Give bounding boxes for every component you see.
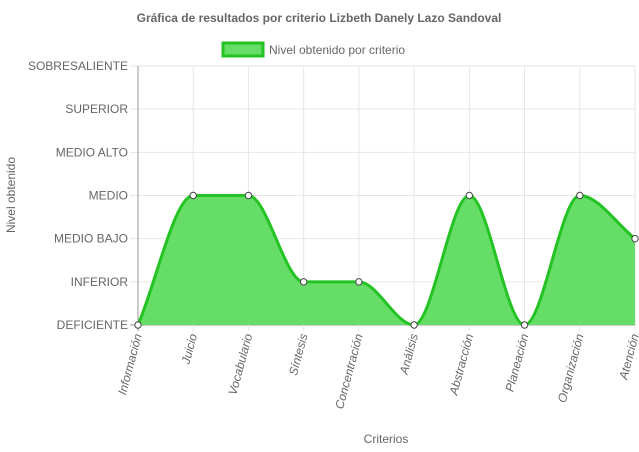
x-tick-label: Análisis — [397, 332, 421, 377]
data-point[interactable] — [631, 234, 639, 243]
data-point[interactable] — [299, 278, 308, 286]
data-point[interactable] — [465, 191, 474, 200]
data-point[interactable] — [189, 191, 197, 200]
x-tick-label: Atención — [616, 332, 639, 382]
x-tick-label: Síntesis — [286, 332, 311, 377]
legend[interactable]: Nivel obtenido por criterio — [221, 41, 405, 58]
y-tick-label: MEDIO ALTO — [56, 145, 128, 159]
data-point[interactable] — [410, 321, 418, 329]
y-axis-ticks: DEFICIENTE INFERIOR MEDIO BAJO MEDIO MEDIO A… — [28, 59, 128, 332]
x-tick-label: Planeación — [503, 332, 532, 393]
x-tick-label: Abstracción — [446, 332, 476, 397]
y-tick-label: SUPERIOR — [65, 102, 128, 116]
y-tick-label: INFERIOR — [71, 275, 129, 289]
data-point[interactable] — [244, 191, 253, 200]
data-point[interactable] — [576, 191, 584, 200]
y-tick-label: MEDIO BAJO — [54, 232, 128, 246]
y-axis-title: Nivel obtenido — [4, 157, 18, 233]
data-point[interactable] — [520, 321, 529, 329]
series-line — [136, 193, 636, 327]
x-tick-label: Información — [115, 332, 145, 396]
x-tick-label: Juicio — [178, 332, 200, 367]
legend-swatch — [221, 41, 265, 58]
y-tick-label: SOBRESALIENTE — [28, 59, 128, 73]
x-axis-ticks: Información Juicio Vocabulario Síntesis Conc… — [115, 332, 639, 411]
x-axis-title: Criterios — [364, 432, 409, 446]
x-tick-label: Organización — [555, 332, 587, 404]
x-tick-label: Concentración — [332, 332, 366, 411]
x-tick-label: Vocabulario — [226, 332, 256, 397]
data-points — [134, 191, 639, 329]
y-tick-label: DEFICIENTE — [57, 318, 128, 332]
data-point[interactable] — [355, 278, 363, 286]
chart-title: Gráfica de resultados por criterio Lizbe… — [137, 11, 502, 25]
series-area-fill — [138, 195, 635, 325]
y-tick-label: MEDIO — [89, 189, 128, 203]
data-point[interactable] — [134, 321, 142, 329]
legend-label: Nivel obtenido por criterio — [269, 43, 405, 57]
series-area — [136, 193, 636, 327]
